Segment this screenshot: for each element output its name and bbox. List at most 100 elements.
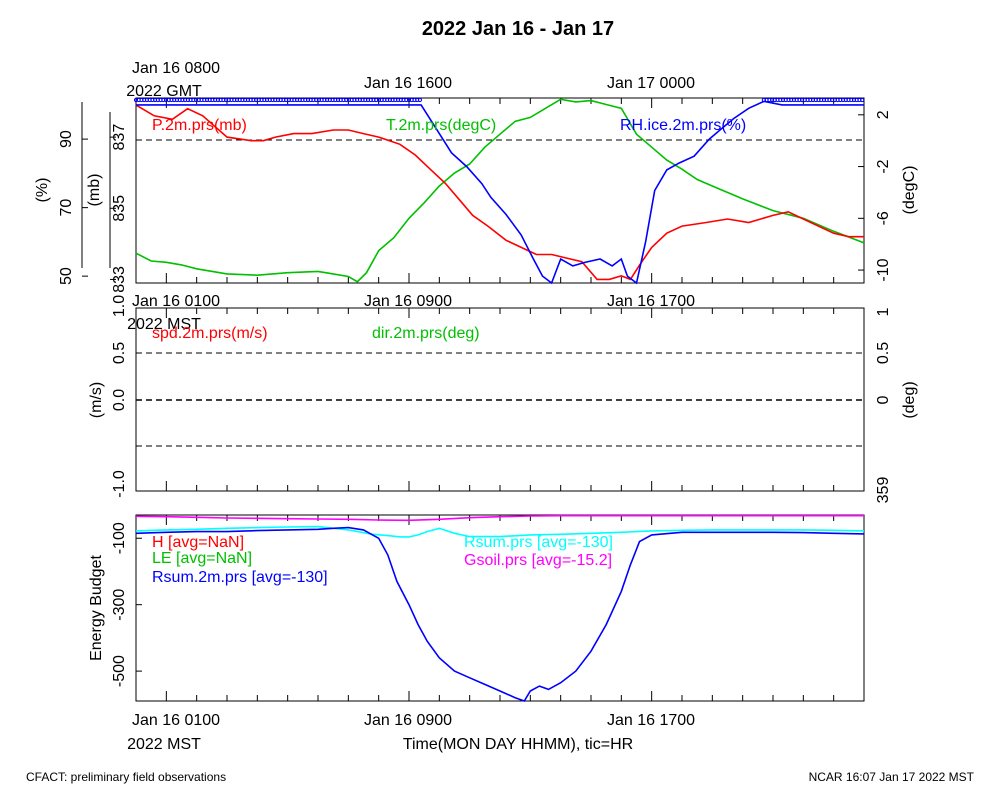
rh-saturation-marker (841, 97, 846, 103)
deg-tick-label: 0.5 (875, 342, 892, 364)
rh-saturation-marker (259, 97, 264, 103)
deg-tick-label: 359 (875, 477, 892, 504)
rh-saturation-marker (767, 97, 772, 103)
rh-saturation-marker (360, 97, 365, 103)
ms-tick-label: 1.0 (111, 295, 128, 317)
legend-wind-direction: dir.2m.prs(deg) (372, 325, 480, 342)
ms-axis-label: (m/s) (88, 382, 105, 418)
y-tick-label: 837 (111, 124, 128, 151)
rh-saturation-marker (797, 97, 802, 103)
mst-tick-label: Jan 16 0100 (132, 293, 220, 310)
rh-saturation-marker (379, 97, 384, 103)
rsum-2m-line (135, 526, 865, 702)
rh-saturation-marker (325, 97, 330, 103)
rh-saturation-marker (278, 97, 283, 103)
legend-rh: RH.ice.2m.prs(%) (620, 117, 746, 134)
mst-tick-label: Jan 16 1700 (607, 293, 695, 310)
y-tick-label: 2 (875, 110, 892, 119)
rh-saturation-marker (415, 97, 420, 103)
y-tick-label: -6 (875, 211, 892, 225)
rh-saturation-marker (772, 97, 777, 103)
legend-pressure: P.2m.prs(mb) (152, 117, 247, 134)
pressure-axis-label: (mb) (86, 174, 103, 207)
rh-saturation-marker (314, 97, 319, 103)
footer-left: CFACT: preliminary field observations (26, 770, 226, 784)
rh-saturation-marker (786, 97, 791, 103)
bottom-series (135, 514, 865, 702)
rh-saturation-marker (330, 97, 335, 103)
rh-saturation-marker (344, 97, 349, 103)
chart-title: 2022 Jan 16 - Jan 17 (422, 18, 614, 40)
rh-saturation-marker (816, 97, 821, 103)
rh-saturation-marker (778, 97, 783, 103)
pressure-ticks: 833 835 837 (110, 124, 128, 293)
energy-ticks: -500 -300 -100 (111, 522, 142, 687)
deg-tick-label: 1 (875, 307, 892, 316)
y-tick-label: 70 (58, 199, 75, 217)
rh-saturation-marker (824, 97, 829, 103)
rh-saturation-marker (860, 97, 865, 103)
rh-saturation-marker (854, 97, 859, 103)
deg-tick-label: 0 (875, 395, 892, 404)
energy-axis-label: Energy Budget (88, 555, 105, 661)
gsoil-line (135, 514, 864, 522)
gmt-tick-label: Jan 17 0000 (607, 75, 695, 92)
y-tick-label: -100 (111, 522, 128, 554)
rh-saturation-marker (396, 97, 401, 103)
temperature-axis-label: (degC) (901, 166, 918, 215)
rh-saturation-marker (295, 97, 300, 103)
gmt-tick-label: Jan 16 0800 (132, 60, 220, 77)
y-tick-label: -2 (875, 159, 892, 173)
ms-tick-label: -1.0 (111, 470, 128, 498)
y-tick-label: -10 (875, 258, 892, 281)
rh-saturation-marker (390, 97, 395, 103)
mst-tick-label: Jan 16 0100 (132, 712, 220, 729)
rh-saturation-marker (289, 97, 294, 103)
rh-saturation-marker (808, 97, 813, 103)
y-tick-label: -300 (111, 589, 128, 621)
middle-panel: spd.2m.prs(m/s) dir.2m.prs(deg) -1.0 0.0… (88, 295, 918, 504)
mst-tick-sublabel: 2022 MST (127, 316, 201, 333)
rh-axis-label: (%) (34, 178, 51, 203)
ms-tick-label: 0.0 (111, 389, 128, 411)
rh-saturation-marker (349, 97, 354, 103)
legend-temperature: T.2m.prs(degC) (386, 117, 496, 134)
y-tick-label: 835 (111, 195, 128, 222)
rh-saturation-marker (821, 97, 827, 103)
mst-tick-label: Jan 16 0900 (364, 712, 452, 729)
deg-axis-label: (deg) (901, 381, 918, 418)
rh-line (136, 100, 864, 285)
rh-saturation-marker (770, 97, 775, 103)
rh-saturation-marker (835, 97, 840, 103)
middle-xticks (135, 308, 865, 491)
rh-saturation-marker (308, 97, 313, 103)
rh-ticks: 50 70 90 (58, 130, 88, 285)
rh-saturation-marker (385, 97, 390, 103)
legend-rsum-2m: Rsum.2m.prs [avg=-130] (152, 569, 328, 586)
rsum-line (135, 525, 865, 538)
rh-saturation-marker (800, 97, 805, 103)
rh-saturation-marker (417, 97, 422, 103)
rh-saturation-marker (827, 97, 832, 103)
legend-wind-speed: spd.2m.prs(m/s) (152, 325, 268, 342)
temperature-ticks: -10 -6 -2 2 (858, 110, 892, 282)
rh-saturation-marker (832, 97, 838, 103)
mst-tick-label: Jan 16 0900 (364, 293, 452, 310)
y-tick-label: 90 (58, 130, 75, 148)
legend-sensible-heat: H [avg=NaN] (152, 534, 244, 551)
legend-latent-heat: LE [avg=NaN] (152, 550, 252, 567)
y-tick-label: 833 (111, 266, 128, 293)
legend-gsoil: Gsoil.prs [avg=-15.2] (464, 552, 612, 569)
rh-saturation-marker (780, 97, 786, 103)
top-panel: P.2m.prs(mb) T.2m.prs(degC) RH.ice.2m.pr… (34, 97, 918, 293)
rh-saturation-marker (843, 97, 848, 103)
mst-tick-sublabel: 2022 MST (127, 736, 201, 753)
gmt-tick-sublabel: 2022 GMT (126, 83, 202, 100)
rh-saturation-marker (254, 97, 259, 103)
top-series (133, 97, 865, 285)
mst-tick-label: Jan 16 1700 (607, 712, 695, 729)
rh-saturation-marker (761, 97, 767, 103)
y-tick-label: -500 (111, 655, 128, 687)
bottom-panel: H [avg=NaN] LE [avg=NaN] Rsum.2m.prs [av… (88, 514, 865, 702)
